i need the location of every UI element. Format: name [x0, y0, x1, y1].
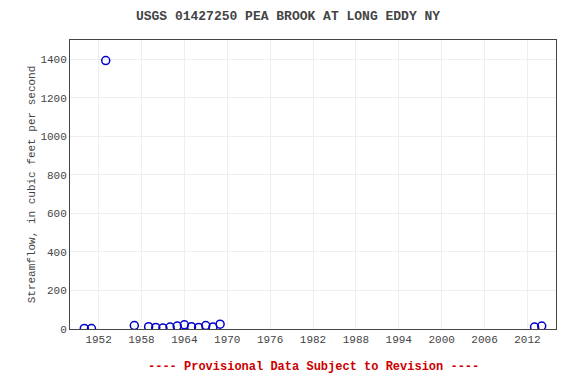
svg-text:2006: 2006 [471, 334, 497, 346]
svg-text:200: 200 [47, 285, 67, 297]
svg-text:800: 800 [47, 170, 67, 182]
svg-text:1964: 1964 [171, 334, 198, 346]
svg-text:0: 0 [60, 324, 67, 336]
svg-text:1988: 1988 [343, 334, 369, 346]
svg-text:1994: 1994 [386, 334, 413, 346]
svg-text:1000: 1000 [40, 131, 66, 143]
svg-text:1982: 1982 [300, 334, 326, 346]
svg-text:1970: 1970 [214, 334, 240, 346]
svg-text:1958: 1958 [128, 334, 154, 346]
svg-text:USGS 01427250 PEA BROOK AT LON: USGS 01427250 PEA BROOK AT LONG EDDY NY [136, 9, 440, 24]
svg-text:1976: 1976 [257, 334, 283, 346]
svg-text:Streamflow, in cubic feet per: Streamflow, in cubic feet per second [26, 66, 38, 304]
svg-text:1952: 1952 [85, 334, 111, 346]
svg-text:1400: 1400 [40, 54, 66, 66]
svg-text:600: 600 [47, 208, 67, 220]
svg-text:---- Provisional Data Subject: ---- Provisional Data Subject to Revisio… [148, 360, 479, 374]
svg-text:1200: 1200 [40, 93, 66, 105]
svg-text:400: 400 [47, 247, 67, 259]
svg-text:2012: 2012 [514, 334, 540, 346]
svg-text:2000: 2000 [428, 334, 454, 346]
